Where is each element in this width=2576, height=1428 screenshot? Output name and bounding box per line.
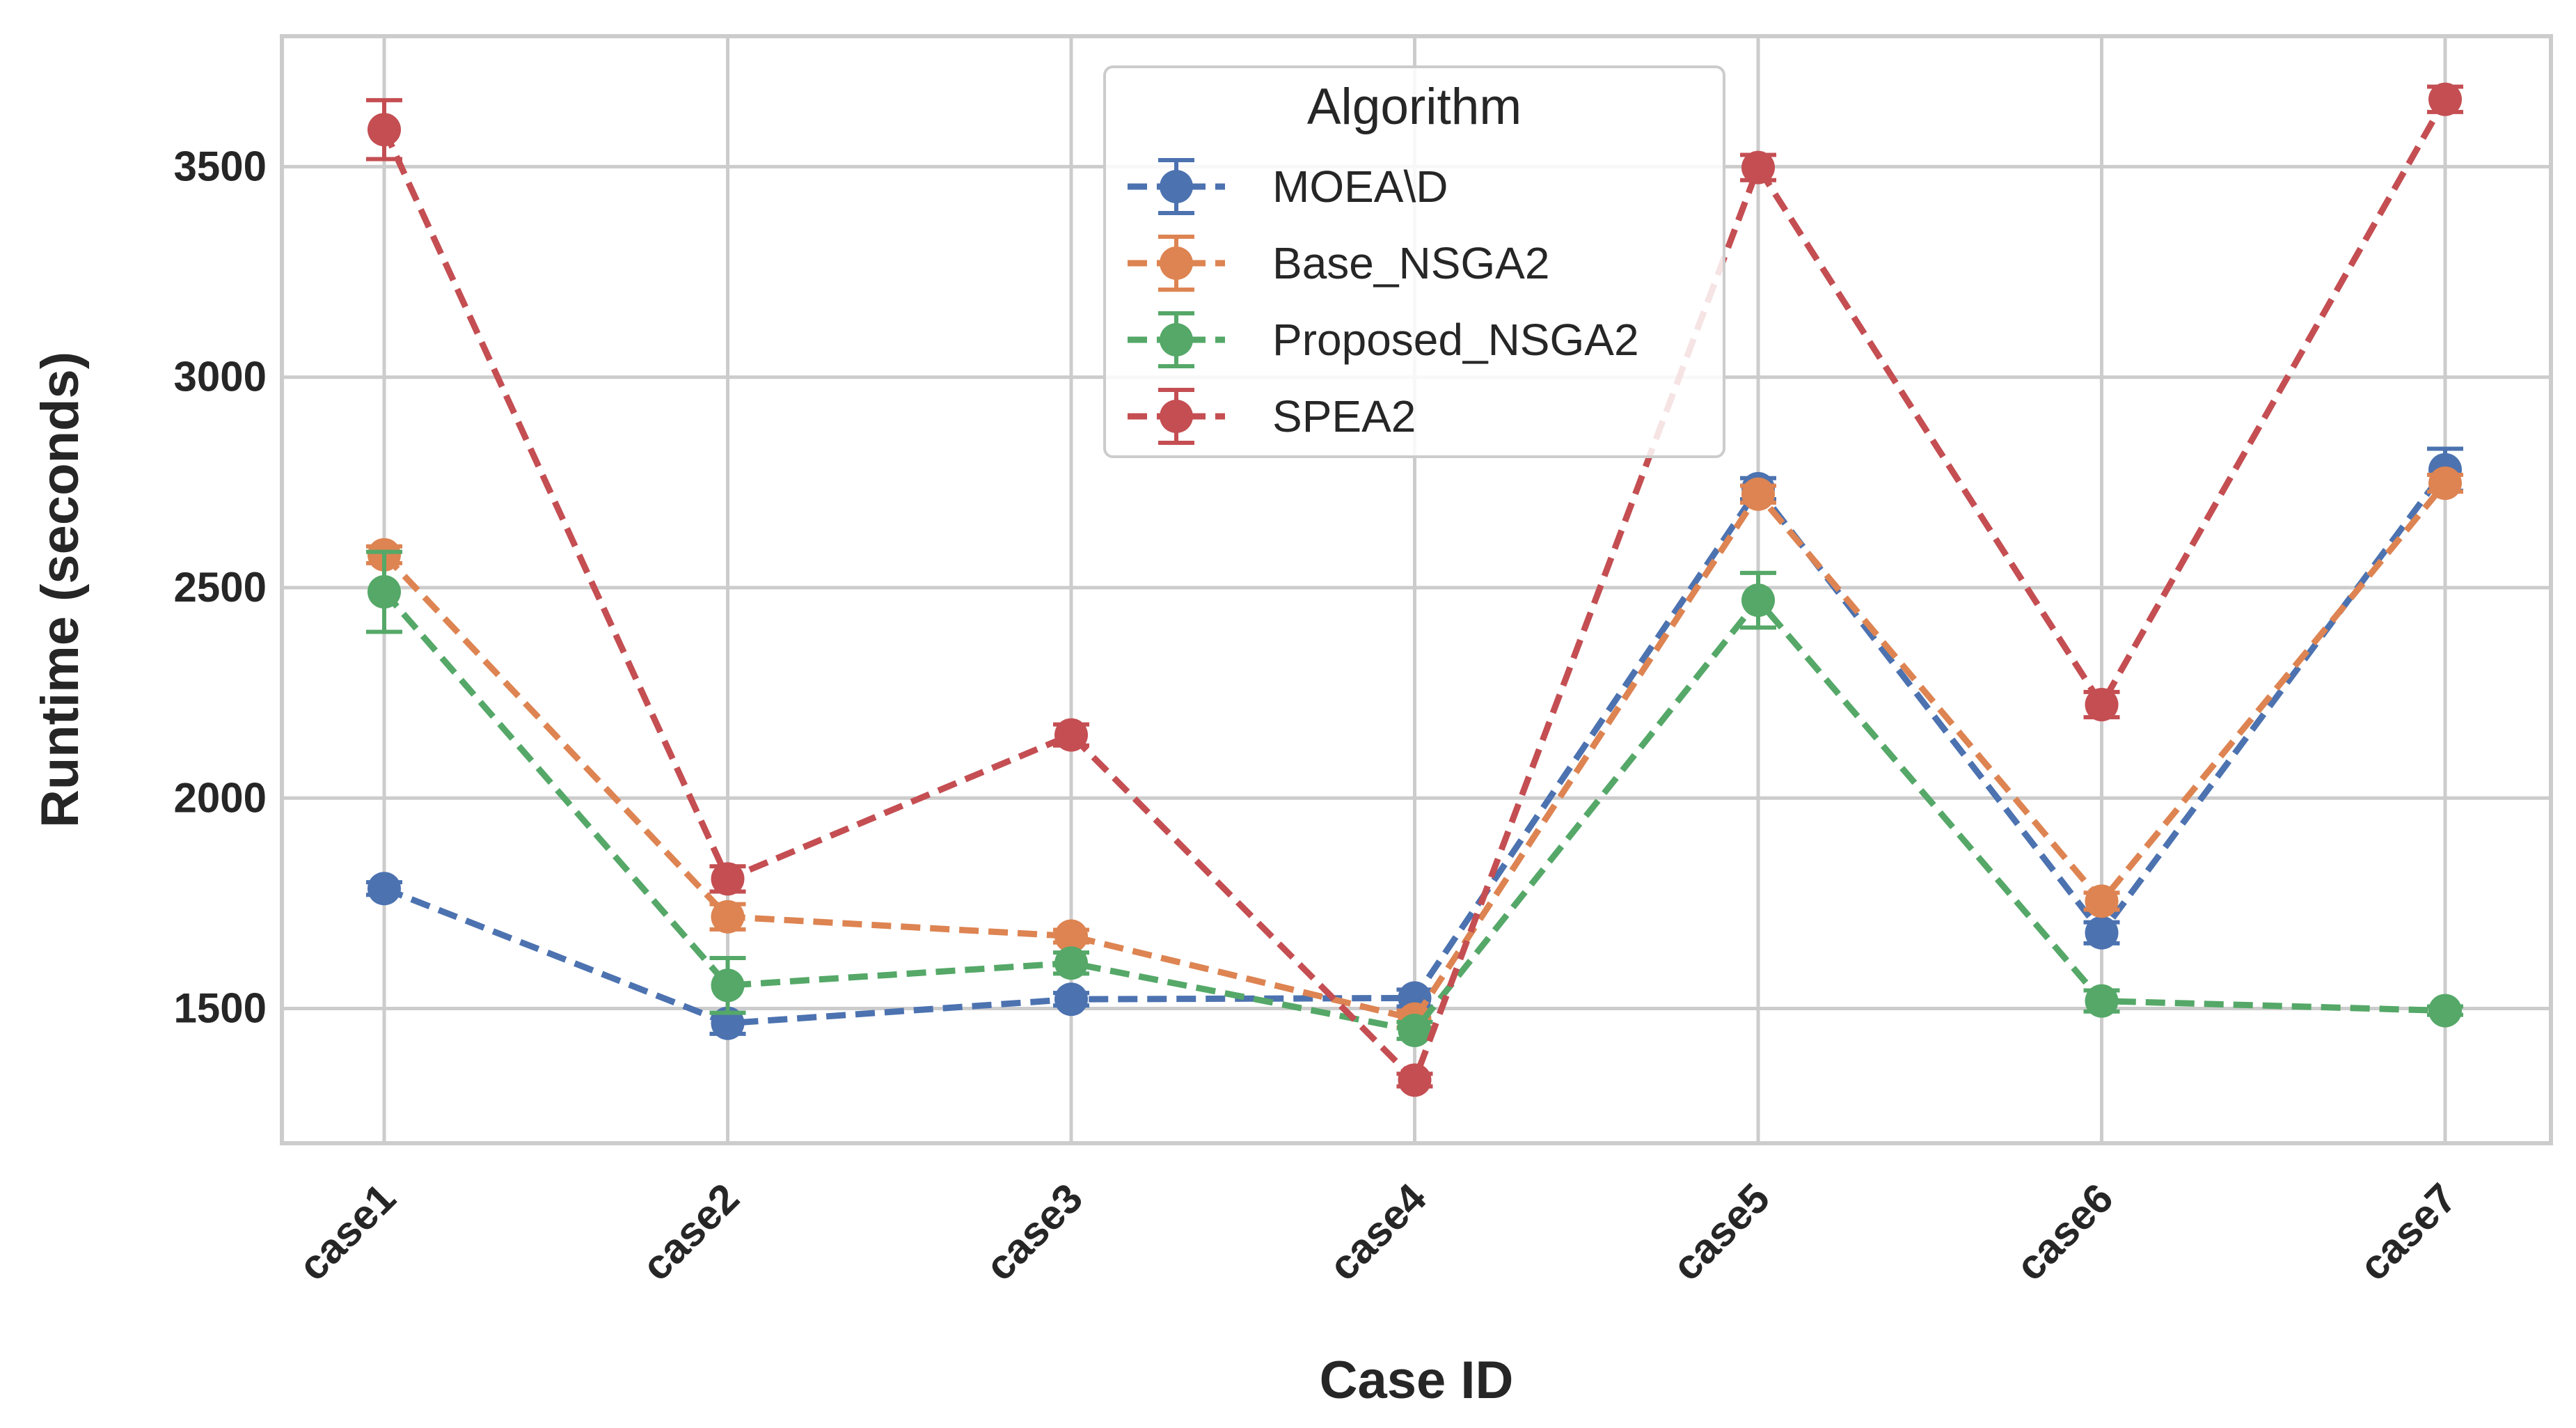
- legend-marker: [1160, 246, 1193, 280]
- legend-marker: [1160, 323, 1193, 356]
- data-point: [711, 1006, 745, 1040]
- data-point: [1054, 982, 1088, 1017]
- data-point: [368, 113, 401, 147]
- y-tick-label: 3000: [174, 354, 267, 400]
- data-point: [2085, 884, 2119, 918]
- y-tick-label: 1500: [174, 985, 267, 1032]
- y-tick-label: 2000: [174, 774, 267, 821]
- data-point: [1741, 583, 1775, 618]
- series-1: [366, 466, 2463, 1036]
- data-point: [1741, 150, 1775, 185]
- legend-label: Proposed_NSGA2: [1272, 315, 1639, 365]
- data-point: [711, 968, 745, 1003]
- legend-entry: SPEA2: [1128, 388, 1416, 445]
- data-point: [1398, 1013, 1432, 1047]
- data-point: [2428, 994, 2462, 1028]
- y-tick-label: 2500: [174, 564, 267, 611]
- legend-label: SPEA2: [1272, 391, 1416, 441]
- x-axis-title: Case ID: [1320, 1351, 1514, 1410]
- legend-marker: [1160, 400, 1193, 433]
- series-layer: [366, 82, 2463, 1097]
- series-3: [366, 82, 2463, 1097]
- data-point: [368, 872, 401, 906]
- legend-label: Base_NSGA2: [1272, 238, 1549, 288]
- data-point: [2428, 466, 2462, 501]
- data-point: [2428, 82, 2462, 116]
- data-point: [1054, 946, 1088, 980]
- data-point: [711, 900, 745, 934]
- legend-marker: [1160, 170, 1193, 203]
- legend-label: MOEA\D: [1272, 162, 1448, 212]
- legend-entry: Base_NSGA2: [1128, 235, 1549, 292]
- legend-frame: [1103, 65, 1725, 458]
- plot-area-frame: [280, 34, 2553, 1145]
- y-tick-label: 3500: [174, 143, 267, 189]
- y-axis-title: Runtime (seconds): [31, 352, 90, 828]
- legend-title: Algorithm: [1307, 79, 1522, 135]
- series-2: [366, 549, 2463, 1047]
- data-point: [2085, 984, 2119, 1018]
- data-point: [1054, 718, 1088, 752]
- data-point: [1741, 477, 1775, 511]
- data-point: [1054, 919, 1088, 953]
- legend-items: MOEA\D Base_NSGA2 Proposed_NSGA2 SPEA2: [1128, 158, 1639, 445]
- data-point: [2085, 916, 2119, 950]
- data-point: [2085, 688, 2119, 722]
- legend-entry: MOEA\D: [1128, 158, 1448, 215]
- legend: Algorithm MOEA\D Base_NSGA2 Proposed_NSGA2…: [1103, 65, 1725, 458]
- legend-entry: Proposed_NSGA2: [1128, 311, 1639, 368]
- data-point: [1398, 1063, 1432, 1097]
- data-point: [711, 862, 745, 896]
- data-point: [368, 575, 401, 609]
- y-axis-ticks: 1500 2000 2500 3000 3500: [174, 143, 267, 1031]
